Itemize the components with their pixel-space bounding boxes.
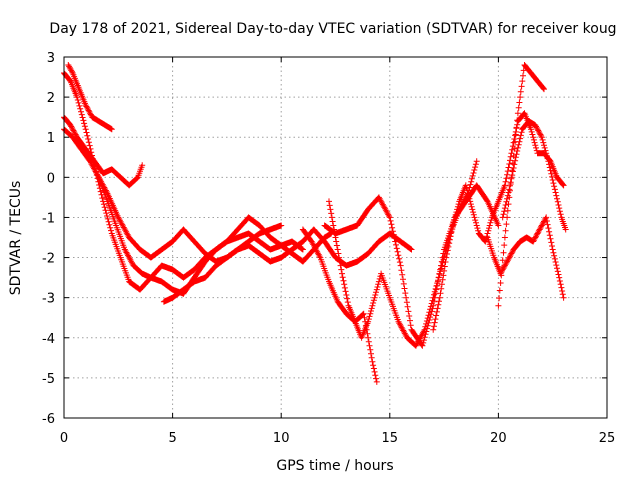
y-axis-title: SDTVAR / TECUs	[8, 181, 24, 296]
y-tick-label: 3	[47, 51, 55, 66]
x-tick-label: 0	[60, 431, 68, 446]
x-tick-label: 15	[382, 431, 399, 446]
data-series-track-8	[326, 158, 480, 349]
y-tick-label: -2	[42, 252, 55, 267]
x-tick-label: 5	[168, 431, 176, 446]
series-markers	[160, 226, 415, 305]
data-series-track-10	[430, 110, 567, 333]
series-markers	[321, 182, 502, 349]
y-tick-label: 2	[47, 91, 55, 106]
plot-border	[63, 56, 608, 419]
y-tick-label: 0	[47, 171, 55, 186]
y-tick-label: -5	[42, 372, 55, 387]
axis-ticks: 0 5 10 15 20 25 -6 -5 -4 -3 -2 -1 0 1 2 3	[42, 51, 615, 446]
series-markers	[326, 158, 480, 349]
y-tick-label: -1	[42, 211, 55, 226]
series-markers	[499, 118, 569, 233]
series-markers	[484, 214, 567, 301]
y-tick-label: 1	[47, 131, 55, 146]
x-tick-label: 25	[599, 431, 616, 446]
series-markers	[65, 62, 115, 133]
plot-area	[61, 62, 569, 385]
x-tick-label: 20	[490, 431, 507, 446]
series-markers	[61, 126, 335, 297]
data-series-track-2	[65, 62, 115, 133]
y-tick-label: -4	[42, 332, 55, 347]
data-series-track-6	[160, 226, 415, 305]
data-series-track-9	[321, 182, 502, 349]
chart-title: Day 178 of 2021, Sidereal Day-to-day VTE…	[49, 21, 616, 37]
series-markers	[495, 62, 547, 309]
x-tick-label: 10	[273, 431, 290, 446]
data-series-track-13	[499, 118, 569, 233]
series-markers	[430, 110, 567, 333]
x-axis-title: GPS time / hours	[276, 458, 393, 474]
data-series-track-12	[495, 62, 547, 309]
y-tick-label: -6	[42, 412, 55, 427]
data-series-track-11	[484, 214, 567, 301]
y-tick-label: -3	[42, 292, 55, 307]
data-series-track-4	[61, 126, 335, 297]
